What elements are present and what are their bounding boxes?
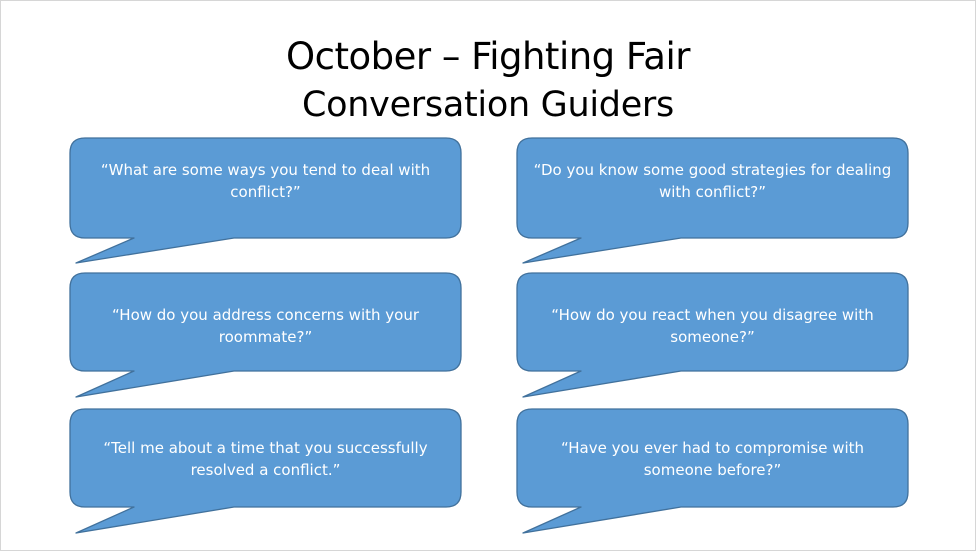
speech-bubble-1: “What are some ways you tend to deal wit… xyxy=(69,137,462,265)
speech-bubble-2: “Do you know some good strategies for de… xyxy=(516,137,909,265)
slide-subtitle: Conversation Guiders xyxy=(302,85,674,125)
speech-bubble-shape xyxy=(516,137,909,264)
speech-bubble-shape xyxy=(69,272,462,398)
speech-bubble-6: “Have you ever had to compromise with so… xyxy=(516,408,909,536)
speech-bubble-3: “How do you address concerns with your r… xyxy=(69,272,462,400)
speech-bubble-4: “How do you react when you disagree with… xyxy=(516,272,909,400)
speech-bubble-shape xyxy=(69,408,462,534)
speech-bubble-shape xyxy=(516,408,909,534)
slide-title: October – Fighting Fair xyxy=(286,35,690,78)
bubble-text: “Tell me about a time that you successfu… xyxy=(103,439,428,479)
speech-bubble-shape xyxy=(516,272,909,398)
speech-bubble-shape xyxy=(69,137,462,264)
bubble-text: “How do you react when you disagree with… xyxy=(551,306,874,346)
bubble-text: “What are some ways you tend to deal wit… xyxy=(100,161,431,201)
bubble-text: “How do you address concerns with your r… xyxy=(111,306,420,346)
bubble-text: “Have you ever had to compromise with so… xyxy=(560,439,865,479)
speech-bubble-5: “Tell me about a time that you successfu… xyxy=(69,408,462,536)
bubble-text: “Do you know some good strategies for de… xyxy=(533,161,892,201)
